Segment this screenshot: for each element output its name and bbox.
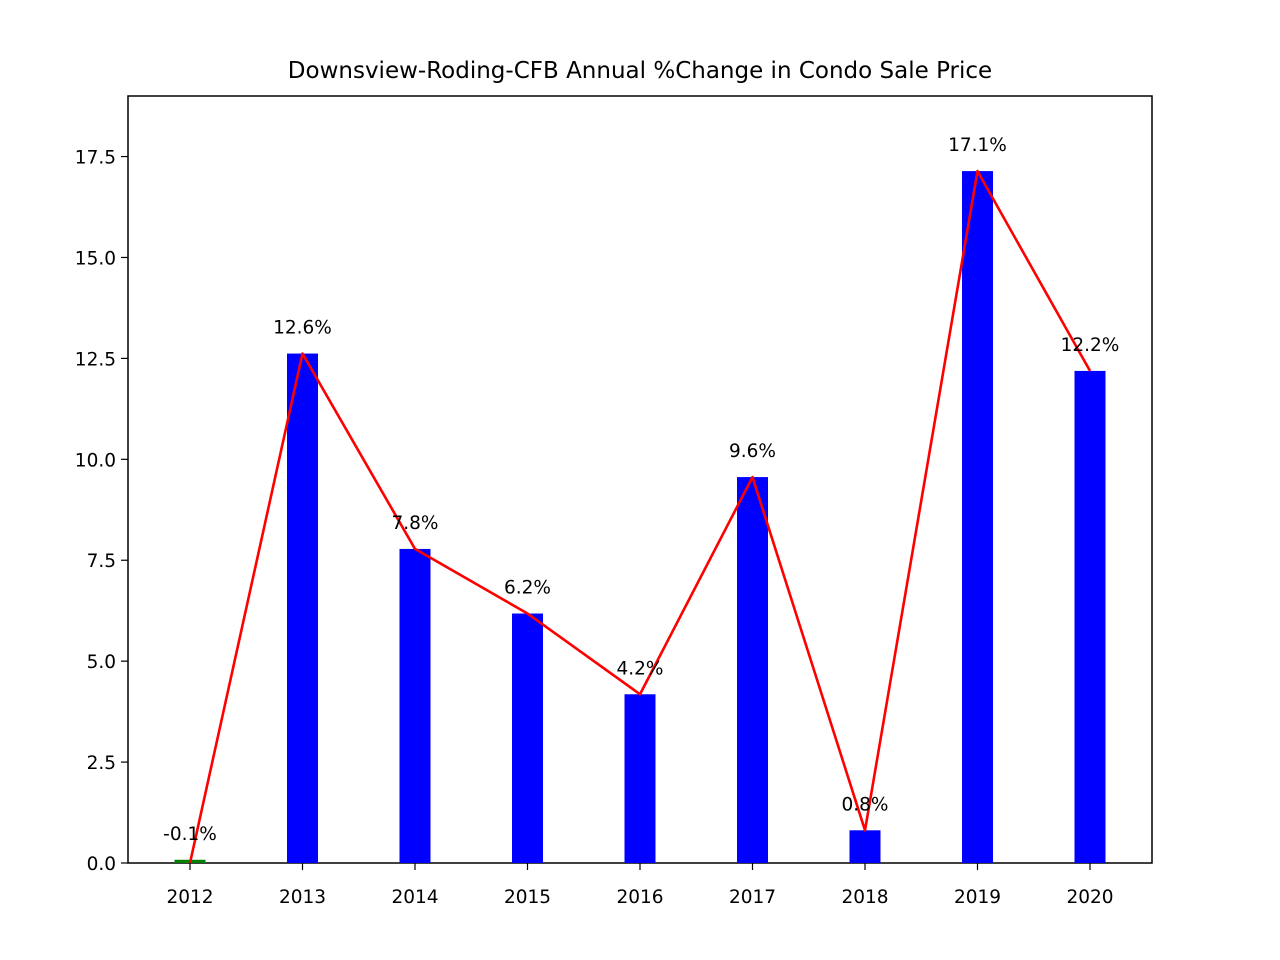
data-label-2012: -0.1% — [163, 824, 217, 845]
y-axis: 0.0 2.5 5.0 7.5 10.0 12.5 15.0 17.5 — [75, 148, 128, 875]
bar-2017 — [737, 477, 768, 863]
data-label-2018: 0.8% — [842, 794, 889, 815]
data-label-2014: 7.8% — [392, 513, 439, 534]
y-tick-label-2.5: 2.5 — [87, 753, 116, 774]
bar-2014 — [399, 548, 431, 863]
y-tick-label-15.0: 15.0 — [75, 248, 116, 269]
data-label-2019: 17.1% — [948, 135, 1007, 156]
y-tick-label-5.0: 5.0 — [87, 652, 116, 673]
trend-line — [188, 169, 1092, 864]
y-tick-label-17.5: 17.5 — [75, 148, 116, 169]
x-tick-label-2015: 2015 — [504, 887, 551, 908]
x-tick-label-2016: 2016 — [616, 887, 663, 908]
data-label-2016: 4.2% — [617, 658, 664, 679]
data-label-2013: 12.6% — [273, 318, 332, 339]
x-tick-label-2013: 2013 — [279, 887, 326, 908]
bar-2020 — [1074, 370, 1106, 863]
data-labels-group: -0.1% 12.6% 7.8% 6.2% 4.2% 9.6% 0.8% 17.1% 12.2% — [163, 135, 1119, 845]
x-tick-label-2014: 2014 — [391, 887, 438, 908]
bars-group — [174, 171, 1106, 863]
bar-2018 — [849, 830, 881, 863]
bar-2015 — [512, 613, 543, 863]
x-tick-label-2017: 2017 — [729, 887, 776, 908]
x-axis: 2012 2013 2014 2015 2016 2017 2018 2019 2020 — [166, 863, 1114, 908]
data-label-2020: 12.2% — [1061, 335, 1120, 356]
y-tick-label-10.0: 10.0 — [75, 450, 116, 471]
data-label-2015: 6.2% — [504, 578, 551, 599]
data-label-2017: 9.6% — [729, 441, 776, 462]
y-tick-label-7.5: 7.5 — [87, 551, 116, 572]
trend-line-group — [188, 169, 1092, 864]
x-tick-label-2020: 2020 — [1066, 887, 1113, 908]
y-tick-label-12.5: 12.5 — [75, 349, 116, 370]
y-tick-label-0.0: 0.0 — [87, 854, 116, 875]
bar-2013 — [287, 353, 318, 863]
x-tick-label-2012: 2012 — [166, 887, 213, 908]
bar-2016 — [624, 694, 656, 863]
x-tick-label-2019: 2019 — [954, 887, 1001, 908]
x-tick-label-2018: 2018 — [841, 887, 888, 908]
chart-title: Downsview-Roding-CFB Annual %Change in C… — [288, 58, 992, 84]
bar-2019 — [962, 171, 993, 863]
